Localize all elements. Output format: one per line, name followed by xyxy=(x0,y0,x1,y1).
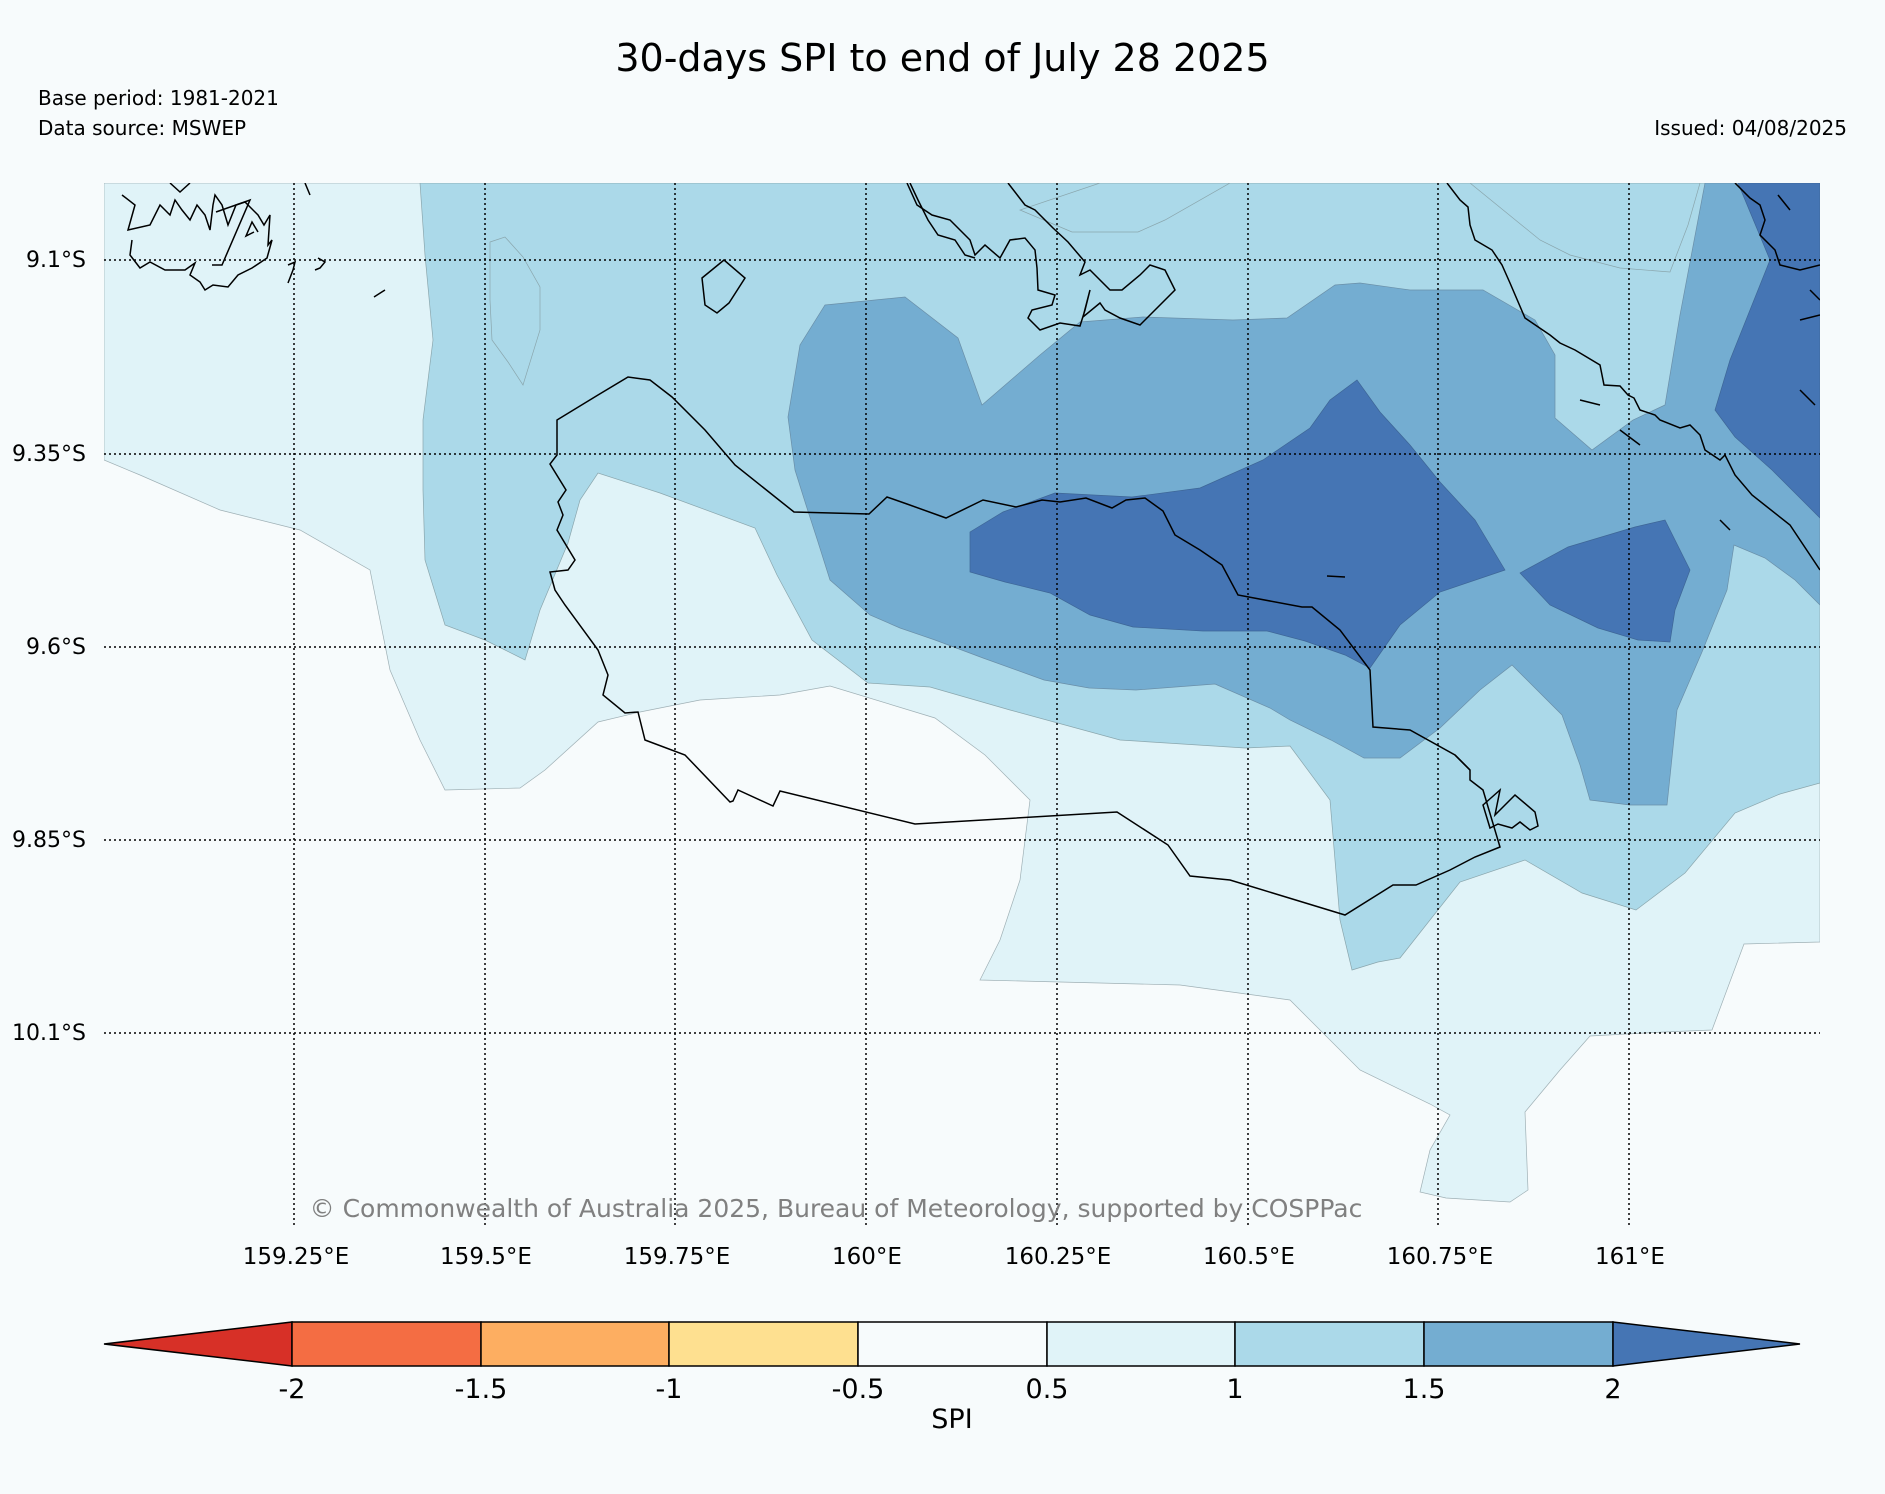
lon-label: 159.5°E xyxy=(440,1244,532,1270)
data-source-note: Data source: MSWEP xyxy=(38,116,247,140)
colorbar-tick-label: 1.5 xyxy=(1403,1374,1446,1405)
coastline-guadalcanal-east-tip xyxy=(1482,787,1539,831)
lon-label: 159.25°E xyxy=(243,1244,350,1270)
lat-label: 9.85°S xyxy=(12,828,86,853)
colorbar-tick-label: -1 xyxy=(656,1374,683,1405)
lat-label: 10.1°S xyxy=(12,1021,86,1046)
lon-label: 160.75°E xyxy=(1387,1244,1494,1270)
lon-label: 159.75°E xyxy=(624,1244,731,1270)
colorbar-segment xyxy=(1423,1321,1614,1367)
colorbar-segment xyxy=(291,1321,482,1367)
lat-label: 9.1°S xyxy=(26,248,86,273)
colorbar-tick-label: 2 xyxy=(1604,1374,1621,1405)
spi-colorbar xyxy=(103,1321,1801,1367)
colorbar-extend-high xyxy=(1612,1321,1801,1367)
colorbar-segment xyxy=(1234,1321,1425,1367)
map-title: 30-days SPI to end of July 28 2025 xyxy=(615,36,1270,80)
coastlines xyxy=(121,183,1820,916)
spi-class-above-2 xyxy=(969,183,1820,669)
latitude-labels: 9.1°S 9.35°S 9.6°S 9.85°S 10.1°S xyxy=(12,248,86,1046)
base-period-note: Base period: 1981-2021 xyxy=(38,86,279,110)
coastline-santa-isabel-north xyxy=(1734,183,1820,406)
colorbar-ticks: -2 -1.5 -1 -0.5 0.5 1 1.5 2 xyxy=(279,1374,1622,1405)
colorbar-tick-label: -2 xyxy=(279,1374,306,1405)
colorbar-segment xyxy=(668,1321,859,1367)
colorbar-segment xyxy=(480,1321,670,1367)
lat-label: 9.6°S xyxy=(26,635,86,660)
colorbar-segment xyxy=(857,1321,1048,1367)
coastline-florida-islands xyxy=(906,183,1176,331)
colorbar-tick-label: -1.5 xyxy=(455,1374,508,1405)
coastline-florida-islands-west xyxy=(909,183,976,259)
longitude-labels: 159.25°E 159.5°E 159.75°E 160°E 160.25°E… xyxy=(243,1244,1665,1270)
lat-label: 9.35°S xyxy=(12,442,86,467)
lon-label: 161°E xyxy=(1595,1244,1665,1270)
colorbar-extend-low xyxy=(103,1321,293,1367)
colorbar-label: SPI xyxy=(931,1404,972,1435)
issued-date: Issued: 04/08/2025 xyxy=(1654,116,1847,140)
lon-label: 160.25°E xyxy=(1005,1244,1112,1270)
coastline-russell-islands xyxy=(121,193,273,292)
colorbar-tick-label: 1 xyxy=(1226,1374,1243,1405)
colorbar-segment xyxy=(1046,1321,1236,1367)
coastline-santa-isabel xyxy=(1446,183,1820,571)
coastline-russell-islets xyxy=(169,183,1731,771)
lon-label: 160°E xyxy=(832,1244,902,1270)
coastline-guadalcanal xyxy=(549,376,1501,916)
colorbar-tick-label: -0.5 xyxy=(832,1374,885,1405)
graticule xyxy=(104,183,1820,1228)
spi-contours xyxy=(104,183,1820,1228)
copyright-notice: © Commonwealth of Australia 2025, Bureau… xyxy=(310,1194,1363,1223)
lon-label: 160.5°E xyxy=(1203,1244,1295,1270)
colorbar-tick-label: 0.5 xyxy=(1026,1374,1069,1405)
